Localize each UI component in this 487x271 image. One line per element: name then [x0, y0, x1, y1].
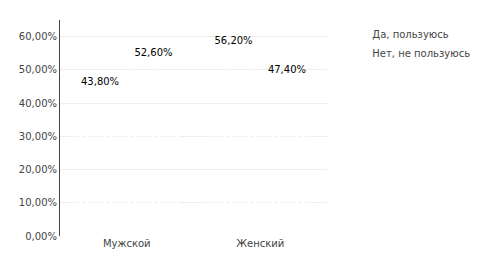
svg-text:50,00%: 50,00%: [19, 64, 57, 75]
svg-text:30,00%: 30,00%: [19, 131, 57, 142]
svg-text:0,00%: 0,00%: [25, 231, 57, 242]
svg-text:Нет, не пользуюсь: Нет, не пользуюсь: [372, 48, 470, 59]
svg-text:43,80%: 43,80%: [81, 76, 119, 87]
svg-text:10,00%: 10,00%: [19, 197, 57, 208]
svg-text:52,60%: 52,60%: [134, 47, 172, 58]
svg-text:56,20%: 56,20%: [214, 35, 252, 46]
svg-text:47,40%: 47,40%: [268, 64, 306, 75]
svg-text:60,00%: 60,00%: [19, 31, 57, 42]
svg-text:Женский: Женский: [236, 238, 284, 249]
svg-text:Да, пользуюсь: Да, пользуюсь: [372, 29, 448, 40]
svg-text:Мужской: Мужской: [103, 238, 151, 249]
svg-text:40,00%: 40,00%: [19, 98, 57, 109]
svg-text:20,00%: 20,00%: [19, 164, 57, 175]
